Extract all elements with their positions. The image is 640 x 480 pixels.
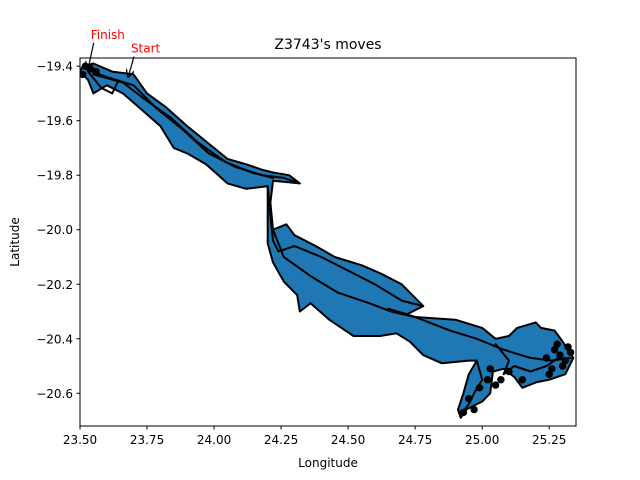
location-point-18 [459, 408, 468, 417]
annotation-arrow-start [128, 56, 135, 78]
location-point-19 [505, 367, 513, 376]
track-line-6 [494, 343, 564, 376]
location-point-11 [483, 376, 492, 384]
y-tick-label: −20.0 [36, 223, 73, 237]
plot-area [80, 62, 575, 419]
location-point-2 [556, 351, 564, 359]
location-point-17 [470, 405, 478, 414]
location-point-10 [545, 370, 553, 378]
x-tick-label: 24.25 [264, 433, 298, 447]
y-tick-label: −20.6 [36, 387, 73, 401]
location-point-14 [475, 384, 484, 392]
x-axis-label: Longitude [298, 456, 358, 470]
location-point-7 [542, 354, 551, 362]
track-line-8 [87, 70, 119, 95]
location-point-9 [564, 343, 572, 351]
chart-title: Z3743's moves [274, 37, 381, 53]
annotations: Finish Start [88, 28, 161, 77]
y-tick-label: −19.6 [36, 114, 73, 128]
x-tick-label: 25.25 [532, 433, 566, 447]
x-tick-label: 23.75 [130, 433, 164, 447]
annotation-finish: Finish [91, 28, 125, 42]
location-point-24 [80, 70, 87, 79]
plot-frame [79, 57, 577, 427]
location-point-8 [553, 340, 561, 348]
location-point-13 [497, 376, 505, 384]
location-point-20 [518, 376, 527, 384]
x-tick-label: 25.00 [465, 433, 499, 447]
annotation-start: Start [131, 42, 161, 56]
track-line-2 [92, 73, 274, 179]
track-line-7 [459, 359, 484, 417]
location-point-15 [486, 365, 494, 373]
x-tick-label: 24.00 [197, 433, 231, 447]
location-point-12 [491, 381, 500, 389]
track-line-3 [266, 185, 425, 308]
x-tick-label: 24.75 [398, 433, 432, 447]
track-line-4 [272, 228, 417, 318]
location-point-23 [92, 67, 100, 76]
y-tick-label: −20.4 [36, 332, 73, 346]
annotation-arrow-finish [88, 42, 95, 69]
y-axis-label: Latitude [8, 217, 22, 266]
location-point-16 [465, 395, 473, 403]
track-line-5 [414, 316, 572, 362]
location-point-5 [558, 362, 567, 370]
y-tick-label: −19.8 [36, 169, 73, 183]
movement-region [80, 62, 575, 419]
y-tick-label: −19.4 [36, 60, 73, 74]
x-tick-label: 24.50 [331, 433, 365, 447]
y-tick-label: −20.2 [36, 278, 73, 292]
axes: 23.50 23.75 24.00 24.25 24.50 24.75 25.00 25.25… [36, 60, 566, 447]
x-tick-label: 23.50 [63, 433, 97, 447]
